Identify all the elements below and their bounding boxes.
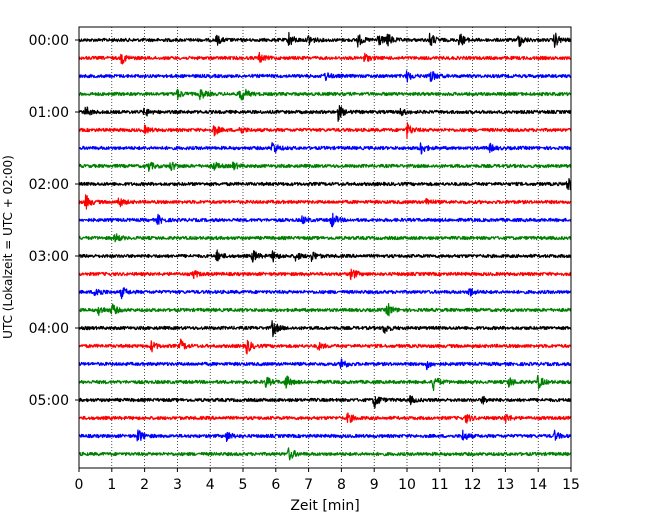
trace-row-0215	[78, 194, 572, 210]
trace-row-0445	[78, 374, 572, 392]
trace-row-0245	[78, 233, 572, 243]
trace-row-0530	[78, 429, 572, 443]
trace-row-0400	[78, 320, 572, 338]
y-axis-label: UTC (Lokalzeit = UTC + 02:00)	[1, 155, 15, 339]
trace-row-0115	[78, 122, 572, 139]
y-tick-label: 02:00	[29, 177, 69, 193]
x-tick-label: 2	[140, 477, 149, 493]
y-tick-label: 03:00	[29, 249, 69, 265]
trace-row-0000	[78, 31, 572, 48]
trace-row-0030	[78, 70, 572, 83]
trace-row-0145	[78, 161, 572, 172]
x-tick-label: 14	[529, 477, 547, 493]
trace-row-0130	[78, 142, 572, 155]
y-tick-label: 00:00	[29, 33, 69, 49]
trace-row-0230	[78, 212, 572, 228]
trace-row-0515	[78, 412, 572, 424]
x-tick-label: 8	[337, 477, 346, 493]
y-axis: 00:00 01:00 02:00 03:00 04:00 05:00	[29, 33, 79, 409]
trace-row-0315	[78, 268, 572, 281]
trace-row-0545	[78, 447, 572, 461]
x-tick-label: 4	[206, 477, 215, 493]
x-tick-label: 12	[464, 477, 482, 493]
trace-row-0330	[78, 287, 572, 300]
trace-row-0415	[78, 338, 572, 355]
plot-frame	[78, 26, 572, 469]
x-tick-label: 1	[107, 477, 116, 493]
trace-layer	[78, 31, 572, 461]
trace-row-0300	[78, 249, 572, 263]
x-tick-label: 10	[398, 477, 416, 493]
y-tick-label: 05:00	[29, 393, 69, 409]
y-tick-label: 01:00	[29, 105, 69, 121]
trace-row-0500	[78, 395, 572, 409]
trace-row-0200	[78, 178, 572, 191]
trace-row-0100	[78, 105, 572, 122]
x-axis-label: Zeit [min]	[290, 498, 359, 514]
trace-row-0045	[78, 88, 572, 101]
x-tick-label: 7	[304, 477, 313, 493]
x-tick-label: 5	[239, 477, 248, 493]
x-tick-label: 11	[431, 477, 449, 493]
x-axis: 0 1 2 3 4 5 6 7 8 9 10 11 12 13 14 15	[75, 468, 580, 493]
trace-row-0430	[78, 358, 572, 371]
y-tick-label: 04:00	[29, 321, 69, 337]
x-tick-label: 6	[271, 477, 280, 493]
x-tick-label: 9	[370, 477, 379, 493]
x-tick-label: 15	[562, 477, 580, 493]
x-tick-label: 13	[496, 477, 514, 493]
trace-row-0345	[78, 303, 572, 317]
x-tick-label: 3	[173, 477, 182, 493]
trace-row-0015	[78, 51, 572, 65]
x-tick-label: 0	[75, 477, 84, 493]
